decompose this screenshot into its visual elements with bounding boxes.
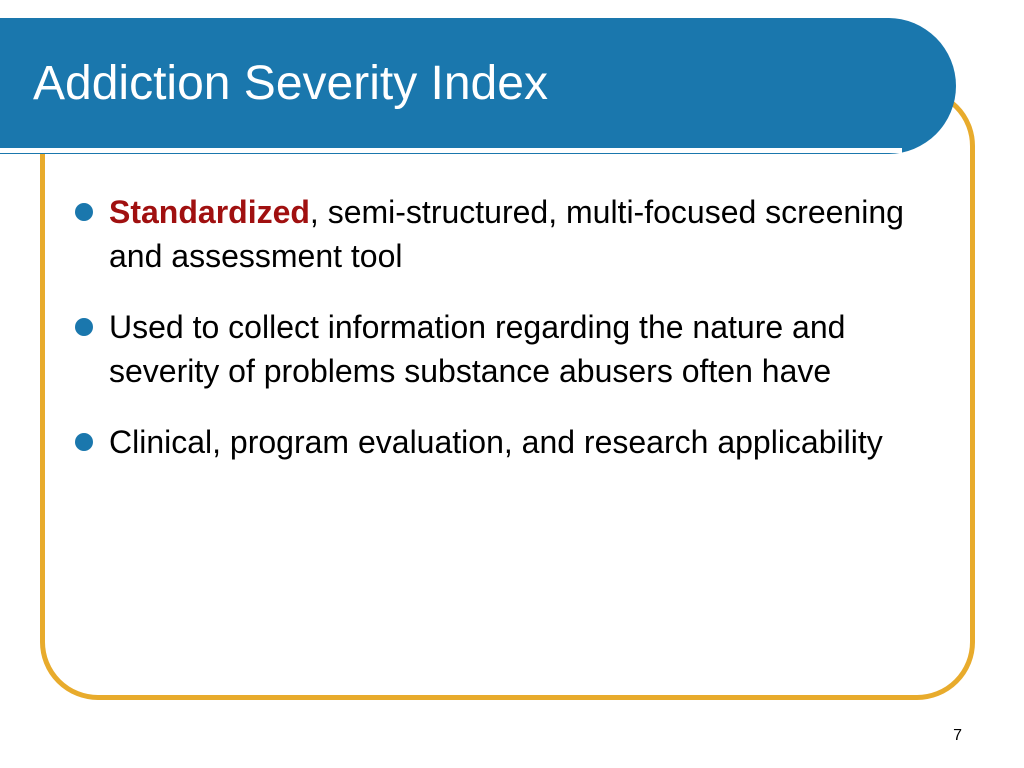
bullet-text: Used to collect information regarding th… [109,309,846,389]
slide-title: Addiction Severity Index [33,57,548,110]
bullet-item: Used to collect information regarding th… [75,305,955,393]
title-bar: Addiction Severity Index [0,18,956,154]
bullet-dot-icon [75,318,93,336]
bullet-text: , semi-structured, multi-focused screeni… [109,194,904,274]
content-frame [40,88,975,700]
bullet-emphasis: Standardized [109,194,310,230]
bullet-dot-icon [75,203,93,221]
bullet-text: Clinical, program evaluation, and resear… [109,424,883,460]
bullet-list: Standardized, semi-structured, multi-foc… [75,190,955,491]
bullet-item: Standardized, semi-structured, multi-foc… [75,190,955,278]
title-underline-rule [0,148,902,153]
bullet-item: Clinical, program evaluation, and resear… [75,420,955,464]
bullet-dot-icon [75,433,93,451]
page-number: 7 [953,727,962,744]
